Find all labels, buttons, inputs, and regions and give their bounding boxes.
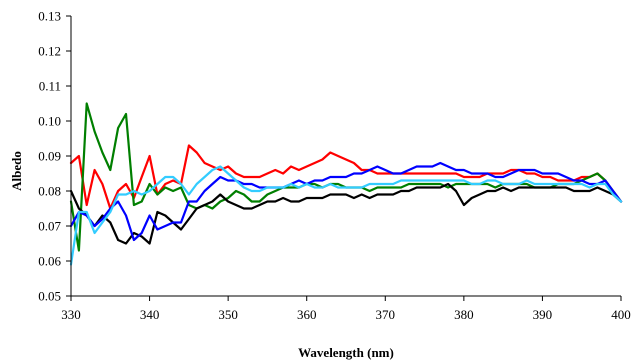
x-tick-label: 340: [140, 307, 160, 322]
x-tick-label: 350: [218, 307, 238, 322]
y-tick-label: 0.10: [38, 114, 61, 129]
y-tick-label: 0.06: [38, 254, 61, 269]
axes-layer: 0.05 0.06 0.07 0.08 0.09 0.10 0.11 0.12 0.13 330 3…: [38, 9, 631, 323]
y-tick-label: 0.09: [38, 149, 61, 164]
series-line-4: [69, 161, 623, 242]
y-tick-label: 0.11: [39, 79, 61, 94]
series-line-3: [69, 182, 623, 245]
x-axis-title: Wavelength (nm): [298, 345, 394, 360]
y-tick-label: 0.13: [38, 9, 61, 24]
y-tick-label: 0.07: [38, 219, 61, 234]
x-tick-label: 400: [611, 307, 631, 322]
series-layer: [69, 102, 623, 266]
y-axis-title: Albedo: [9, 151, 24, 191]
y-tick-label: 0.05: [38, 289, 61, 304]
x-tick-label: 370: [376, 307, 396, 322]
y-tick-label: 0.08: [38, 184, 61, 199]
x-tick-label: 390: [533, 307, 553, 322]
x-tick-label: 380: [454, 307, 474, 322]
series-line-5: [69, 165, 623, 266]
series-line-1: [69, 144, 623, 210]
x-tick-label: 360: [297, 307, 317, 322]
y-tick-label: 0.12: [38, 44, 61, 59]
x-tick-label: 330: [61, 307, 81, 322]
